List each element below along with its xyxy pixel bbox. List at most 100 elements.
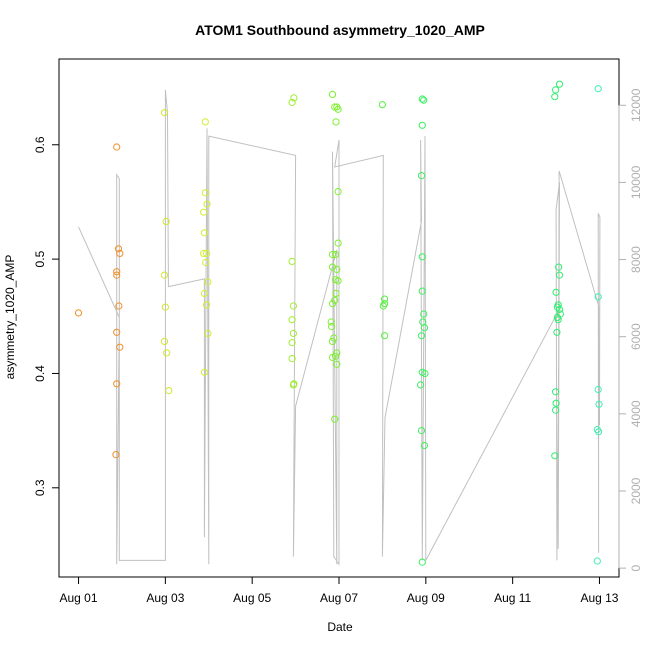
data-point bbox=[334, 105, 342, 113]
data-point bbox=[328, 263, 337, 271]
y-axis: 0.3 0.4 0.5 0.6 bbox=[33, 136, 59, 496]
data-point bbox=[332, 289, 340, 297]
data-point bbox=[420, 324, 429, 332]
data-point bbox=[204, 278, 212, 286]
data-point bbox=[594, 85, 602, 93]
data-point bbox=[417, 381, 425, 389]
data-point bbox=[114, 245, 123, 253]
data-point bbox=[328, 353, 337, 362]
data-point bbox=[381, 332, 389, 340]
x-tick-label: Aug 13 bbox=[580, 591, 618, 605]
data-point bbox=[593, 557, 601, 565]
data-point bbox=[113, 328, 121, 336]
data-points bbox=[74, 80, 603, 566]
data-point bbox=[200, 368, 208, 376]
y-tick-label: 0.4 bbox=[33, 365, 47, 382]
y2-tick-label: 0 bbox=[629, 564, 643, 571]
data-point bbox=[200, 208, 208, 216]
data-point bbox=[289, 381, 297, 389]
data-point bbox=[161, 303, 169, 311]
data-point bbox=[417, 332, 426, 340]
data-point bbox=[555, 305, 564, 313]
x-tick-label: Aug 09 bbox=[407, 591, 445, 605]
data-point bbox=[160, 109, 169, 117]
data-point bbox=[328, 300, 337, 308]
data-point bbox=[418, 287, 426, 295]
data-point bbox=[204, 329, 212, 337]
data-point bbox=[288, 355, 296, 363]
data-point bbox=[555, 271, 564, 279]
data-point bbox=[116, 343, 124, 351]
data-point bbox=[552, 388, 560, 396]
data-point bbox=[201, 189, 209, 197]
data-point bbox=[552, 406, 560, 414]
y-axis-label: asymmetry_1020_AMP bbox=[3, 255, 17, 380]
data-point bbox=[160, 337, 169, 345]
data-point bbox=[553, 303, 562, 311]
data-point bbox=[74, 309, 83, 317]
data-point bbox=[163, 349, 171, 357]
data-point bbox=[160, 271, 169, 279]
data-point bbox=[333, 265, 341, 273]
data-point bbox=[420, 96, 428, 104]
data-point bbox=[595, 428, 603, 436]
data-point bbox=[289, 329, 297, 337]
data-point bbox=[379, 302, 387, 310]
data-point bbox=[378, 101, 386, 109]
secondary-line bbox=[78, 89, 601, 566]
data-point bbox=[203, 249, 211, 257]
y-tick-label: 0.5 bbox=[33, 250, 47, 267]
y-tick-label: 0.6 bbox=[33, 136, 47, 153]
data-point bbox=[418, 95, 426, 103]
x-tick-label: Aug 05 bbox=[233, 591, 271, 605]
data-point bbox=[418, 253, 426, 261]
data-point bbox=[334, 239, 342, 247]
data-point bbox=[327, 318, 335, 326]
data-point bbox=[594, 293, 602, 301]
data-point bbox=[552, 288, 560, 296]
data-point bbox=[200, 229, 208, 237]
data-point bbox=[330, 334, 338, 342]
data-point bbox=[551, 93, 559, 101]
y-tick-label: 0.3 bbox=[33, 479, 47, 496]
data-point bbox=[594, 385, 602, 394]
x-tick-label: Aug 07 bbox=[320, 591, 358, 605]
data-point bbox=[328, 90, 337, 99]
x-tick-label: Aug 01 bbox=[60, 591, 98, 605]
y2-tick-label: 8000 bbox=[629, 246, 643, 273]
data-point bbox=[203, 301, 211, 309]
data-point bbox=[555, 263, 563, 271]
x-axis-label: Date bbox=[327, 620, 353, 634]
data-point bbox=[333, 349, 341, 357]
data-point bbox=[421, 369, 429, 378]
data-point bbox=[328, 323, 336, 331]
data-point bbox=[553, 328, 561, 336]
data-point bbox=[288, 98, 296, 107]
data-point bbox=[162, 217, 170, 225]
data-point bbox=[332, 118, 340, 126]
x-tick-label: Aug 03 bbox=[146, 591, 184, 605]
data-point bbox=[417, 427, 426, 435]
data-point bbox=[113, 271, 121, 279]
data-point bbox=[116, 249, 124, 257]
data-point bbox=[113, 380, 121, 388]
y2-tick-label: 2000 bbox=[629, 477, 643, 504]
data-point bbox=[290, 94, 298, 102]
data-point bbox=[552, 86, 560, 94]
data-point bbox=[554, 316, 562, 324]
data-point bbox=[595, 400, 603, 408]
x-tick-label: Aug 11 bbox=[494, 591, 531, 605]
data-point bbox=[420, 441, 429, 450]
data-point bbox=[288, 316, 296, 324]
data-point bbox=[334, 277, 342, 285]
data-point bbox=[112, 451, 120, 459]
data-point bbox=[328, 250, 337, 259]
data-point bbox=[331, 250, 340, 259]
data-point bbox=[288, 257, 296, 265]
y2-tick-label: 4000 bbox=[629, 400, 643, 427]
data-point bbox=[552, 399, 560, 407]
data-point bbox=[420, 310, 428, 318]
chart-title: ATOM1 Southbound asymmetry_1020_AMP bbox=[195, 22, 485, 38]
x-axis: Aug 01 Aug 03 Aug 05 Aug 07 Aug 09 Aug 11 Aug … bbox=[60, 576, 619, 605]
